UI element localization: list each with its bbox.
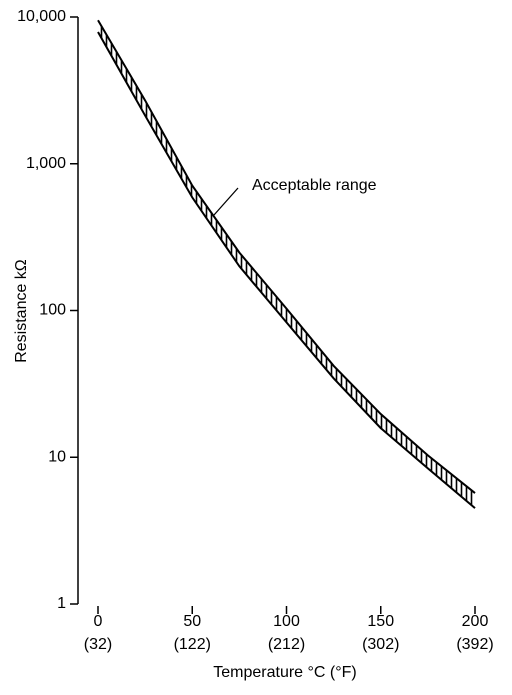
x-tick-label: 100 (273, 613, 300, 630)
x-tick-label-secondary: (32) (84, 636, 112, 653)
y-tick-label: 1,000 (26, 155, 66, 172)
band-edge (97, 31, 476, 509)
x-tick-label: 200 (462, 613, 489, 630)
x-tick-label-secondary: (302) (362, 636, 399, 653)
annotation: Acceptable range (252, 177, 377, 194)
y-tick-label: 10 (48, 448, 66, 465)
band-area (98, 20, 475, 509)
x-tick-label: 150 (367, 613, 394, 630)
x-tick-label: 0 (94, 613, 103, 630)
y-axis-label: Resistance kΩ (13, 259, 30, 363)
y-tick-label: 100 (39, 302, 66, 319)
band-edge (97, 19, 476, 494)
annotation-leader (213, 187, 239, 216)
y-tick-label: 1 (57, 595, 66, 612)
x-tick-label: 50 (183, 613, 201, 630)
x-tick-label-secondary: (122) (174, 636, 211, 653)
y-tick-label: 10,000 (17, 8, 66, 25)
x-axis-label: Temperature °C (°F) (213, 664, 357, 681)
x-tick-label-secondary: (392) (456, 636, 493, 653)
x-tick-label-secondary: (212) (268, 636, 305, 653)
